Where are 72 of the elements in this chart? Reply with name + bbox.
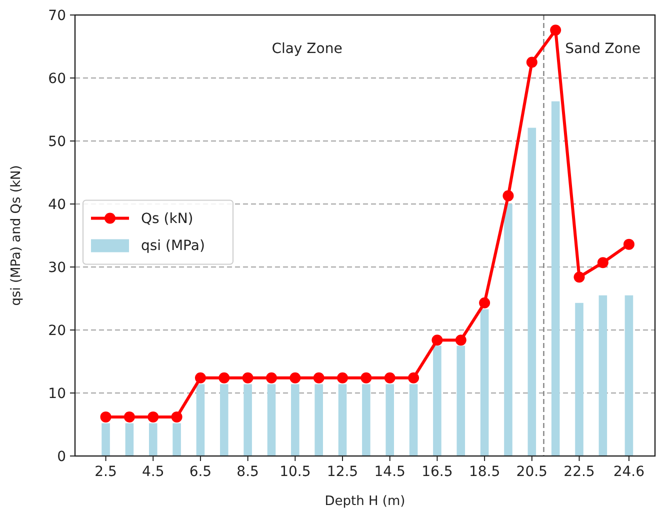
bar: [244, 384, 252, 456]
point: [218, 372, 230, 384]
bar: [456, 346, 466, 456]
x-tick-label: 14.5: [374, 464, 406, 480]
bar: [102, 423, 110, 456]
bar: [598, 295, 608, 456]
point: [432, 334, 443, 346]
point: [124, 411, 135, 422]
point: [171, 411, 182, 422]
point: [574, 272, 585, 283]
x-tick-label: 22.5: [564, 464, 595, 480]
point: [360, 372, 372, 384]
y-tick-label: 10: [48, 386, 66, 402]
x-tick-label: 6.5: [189, 464, 212, 480]
bar: [172, 423, 181, 456]
y-tick-label: 20: [48, 323, 66, 339]
y-tick-label: 60: [48, 71, 66, 87]
y-tick-label: 70: [48, 8, 66, 24]
x-tick-label: 18.5: [468, 464, 500, 480]
point: [266, 372, 277, 384]
point: [526, 56, 538, 68]
bar: [409, 384, 418, 456]
bar: [575, 302, 584, 456]
point: [455, 334, 466, 346]
x-axis-title: Depth H (m): [324, 494, 406, 509]
point: [100, 411, 112, 422]
x-tick-label: 12.5: [326, 464, 358, 480]
y-tick-label: 30: [48, 260, 66, 276]
point: [313, 372, 324, 384]
point: [623, 238, 634, 250]
x-tick-label: 10.5: [280, 464, 311, 480]
x-tick-label: 16.5: [422, 464, 453, 480]
y-axis-title: qsi (MPa) and Qs (kN): [9, 165, 24, 306]
x-tick-label: 4.5: [142, 464, 164, 480]
bar: [148, 423, 158, 456]
annotation: Clay Zone: [272, 41, 342, 57]
point: [290, 372, 301, 384]
y-tick-label: 0: [57, 449, 66, 465]
legend-label: Qs (kN): [141, 211, 194, 228]
bar: [433, 346, 442, 456]
point: [550, 24, 562, 36]
x-tick-label: 2.5: [94, 464, 117, 480]
bar: [624, 295, 634, 456]
point: [597, 257, 608, 268]
point: [242, 372, 254, 384]
bar: [504, 204, 512, 456]
y-tick-label: 50: [48, 134, 66, 150]
bar: [528, 128, 536, 456]
bar: [125, 423, 134, 456]
point: [337, 372, 348, 384]
bar: [291, 384, 300, 456]
annotation: Sand Zone: [565, 41, 640, 57]
bar: [220, 384, 228, 456]
bar: [480, 309, 489, 456]
bar: [551, 101, 560, 456]
legend-label: qsi (MPa): [141, 238, 205, 254]
point: [148, 411, 159, 422]
bar: [196, 384, 205, 456]
bar: [314, 384, 323, 456]
bar: [386, 384, 394, 456]
x-tick-label: 24.6: [613, 464, 645, 480]
point: [194, 372, 206, 384]
point: [502, 190, 514, 202]
bar: [267, 384, 276, 456]
bar: [338, 384, 347, 456]
x-tick-label: 8.5: [236, 464, 259, 480]
bar: [362, 384, 370, 456]
point: [408, 372, 420, 384]
y-tick-label: 40: [48, 197, 66, 213]
point: [479, 297, 490, 308]
point: [384, 372, 396, 384]
x-tick-label: 20.5: [516, 464, 548, 480]
